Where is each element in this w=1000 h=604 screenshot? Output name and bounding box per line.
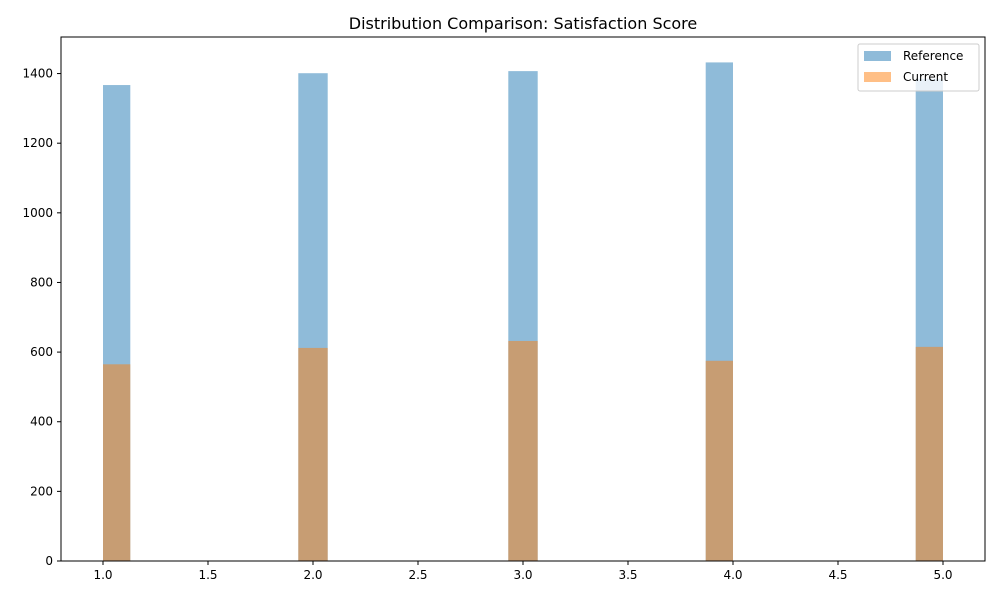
bar-current-5 [915,346,943,561]
legend-items: Reference Current [864,49,963,84]
y-tick-label: 400 [30,415,53,429]
y-tick-label: 1200 [22,136,53,150]
y-tick-label: 1400 [22,67,53,81]
series-current [103,340,943,561]
bar-current-3 [508,340,538,561]
y-tick-label: 800 [30,275,53,289]
x-tick-label: 4.0 [723,568,742,582]
bars-layer [103,62,943,562]
y-tick-label: 200 [30,484,53,498]
x-tick-label: 1.0 [93,568,112,582]
y-tick-label: 1000 [22,206,53,220]
bar-current-4 [705,360,733,561]
chart-title: Distribution Comparison: Satisfaction Sc… [349,14,698,33]
x-tick-label: 3.5 [618,568,637,582]
legend-swatch-reference [864,51,891,61]
legend-swatch-current [864,72,891,82]
legend: Reference Current [857,43,980,92]
x-tick-label: 1.5 [198,568,217,582]
y-tick-label: 0 [45,554,53,568]
legend-label-current: Current [903,70,948,84]
x-tick-label: 3.0 [513,568,532,582]
y-axis: 0 200 400 600 800 1000 1200 1400 [22,67,61,568]
x-tick-label: 2.0 [303,568,322,582]
legend-label-reference: Reference [903,49,963,63]
bar-current-2 [298,347,328,561]
bar-current-1 [103,364,131,561]
y-tick-label: 600 [30,345,53,359]
x-tick-label: 2.5 [408,568,427,582]
x-tick-label: 4.5 [828,568,847,582]
x-axis: 1.0 1.5 2.0 2.5 3.0 3.5 4.0 4.5 5.0 [93,561,953,582]
x-tick-label: 5.0 [933,568,952,582]
